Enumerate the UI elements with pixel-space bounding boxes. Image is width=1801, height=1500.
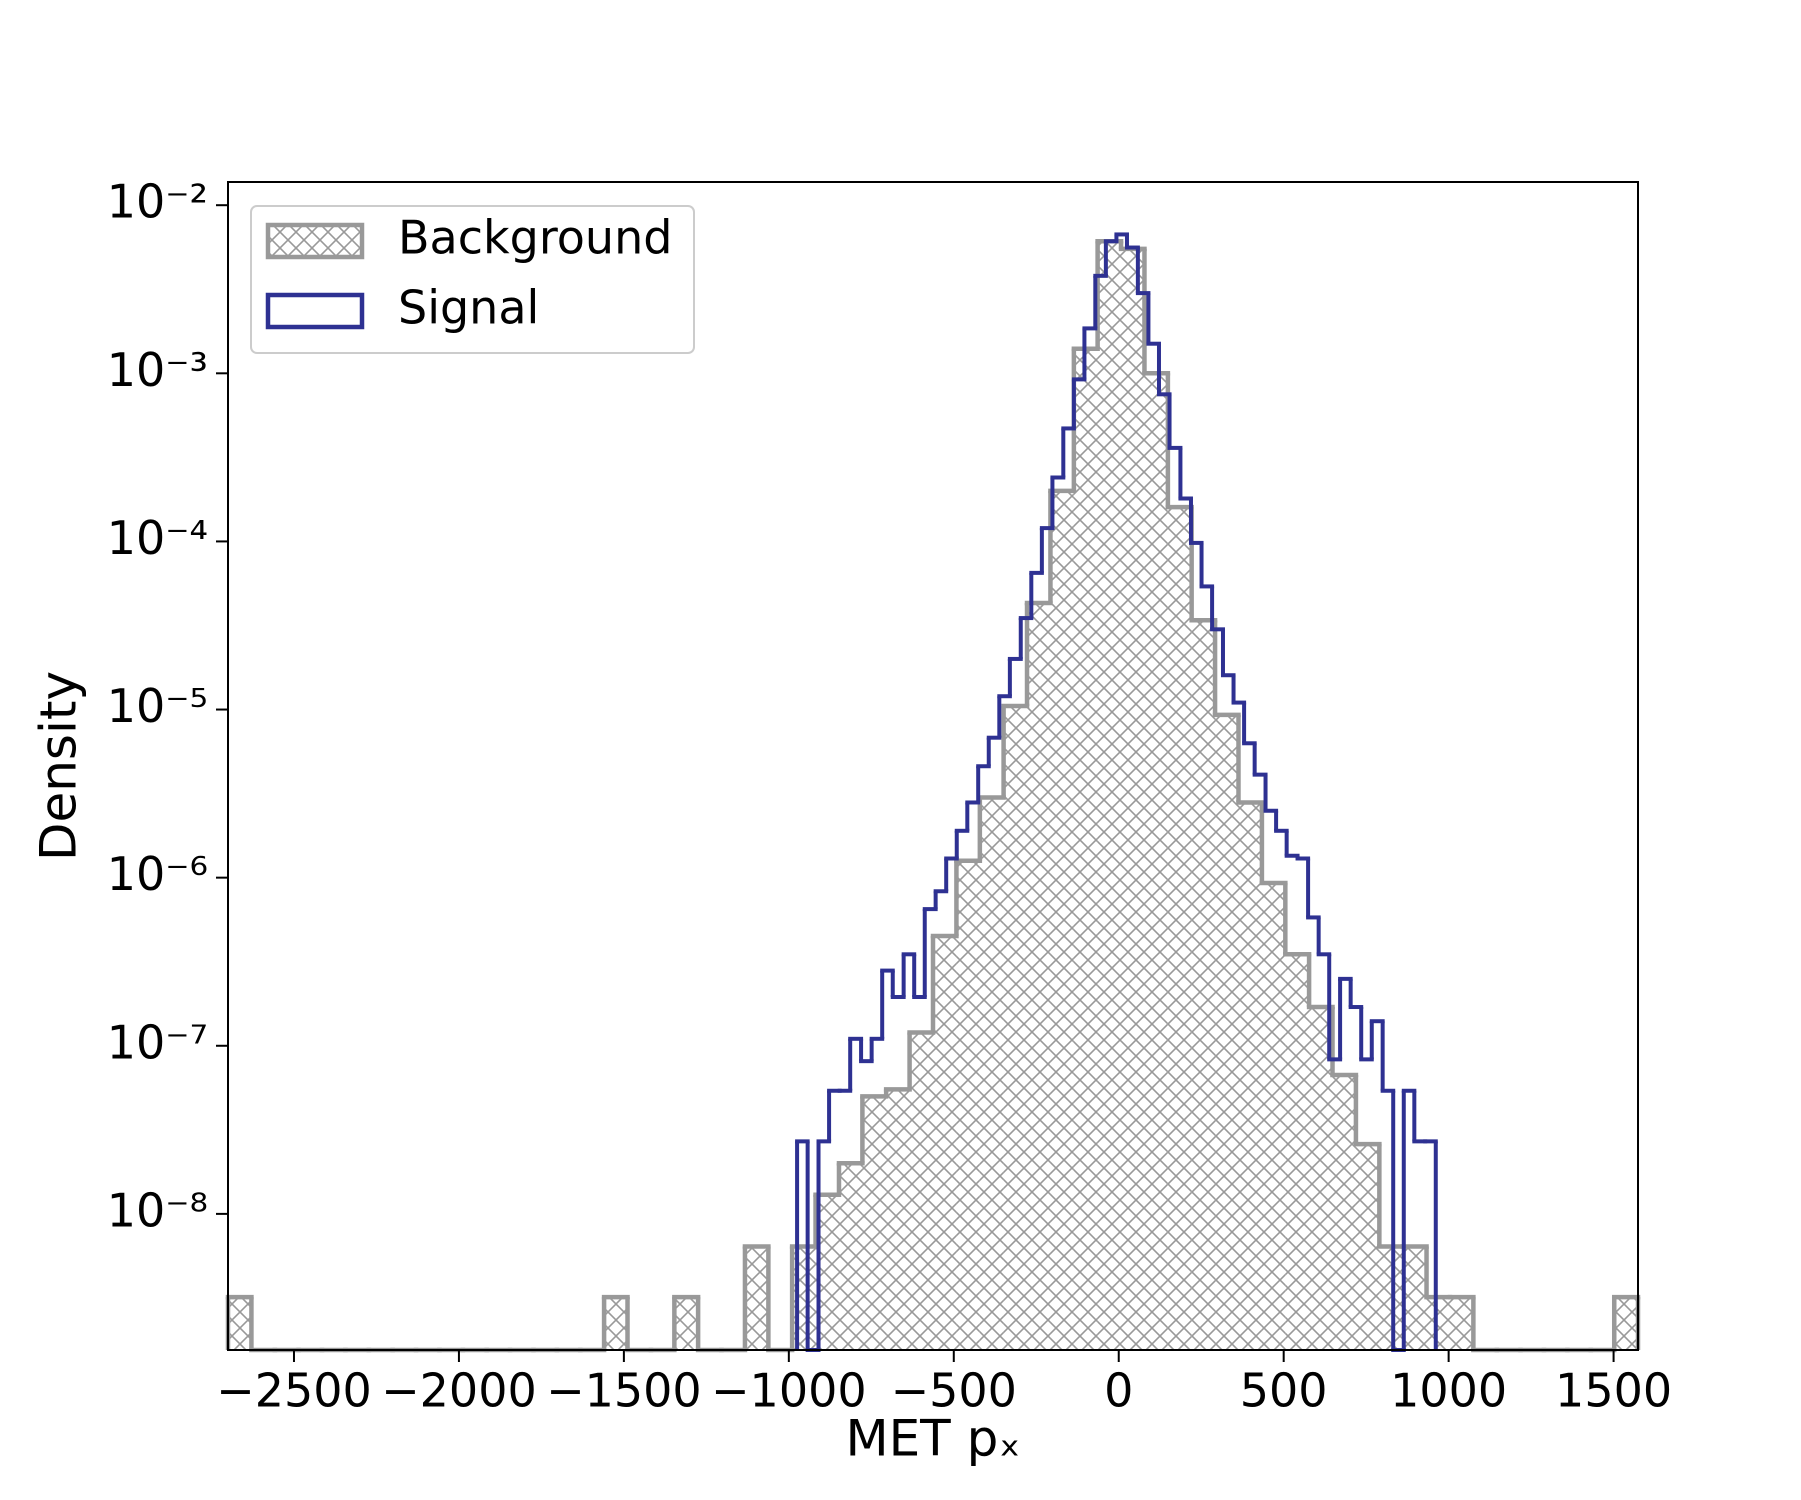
histogram-bar bbox=[1144, 373, 1168, 1350]
legend-label: Signal bbox=[398, 281, 539, 335]
histogram-bar bbox=[1003, 705, 1028, 1350]
histogram-bar bbox=[604, 1297, 628, 1350]
histogram-bar bbox=[1073, 348, 1098, 1350]
y-tick-label: 10⁻⁶ bbox=[107, 847, 208, 901]
histogram-bar bbox=[1167, 507, 1192, 1350]
x-tick-label: −1000 bbox=[711, 1364, 867, 1418]
x-tick-label: 1000 bbox=[1390, 1364, 1507, 1418]
y-tick-label: 10⁻⁷ bbox=[107, 1015, 208, 1069]
histogram-bar bbox=[1402, 1246, 1427, 1350]
histogram-bar bbox=[1215, 714, 1239, 1350]
legend: Background Signal bbox=[250, 205, 695, 354]
y-tick-label: 10⁻⁸ bbox=[107, 1183, 208, 1237]
histogram-bar bbox=[1449, 1297, 1474, 1350]
x-tick-label: −1500 bbox=[546, 1364, 702, 1418]
histogram-bar bbox=[1309, 1007, 1333, 1350]
histogram-bar bbox=[1191, 620, 1216, 1350]
histogram-bar bbox=[838, 1163, 863, 1350]
x-tick-label: 1500 bbox=[1555, 1364, 1672, 1418]
x-tick-label: −2000 bbox=[381, 1364, 537, 1418]
y-tick-label: 10⁻³ bbox=[107, 343, 208, 397]
histogram-bar bbox=[1285, 954, 1310, 1350]
histogram-bar bbox=[744, 1246, 769, 1350]
axes-frame bbox=[227, 181, 1639, 1351]
histogram-bar bbox=[956, 860, 980, 1350]
x-tick-label: 0 bbox=[1104, 1364, 1133, 1418]
legend-swatch bbox=[265, 292, 365, 330]
histogram-bar bbox=[1097, 241, 1122, 1351]
y-tick-label: 10⁻⁴ bbox=[107, 511, 208, 565]
y-axis-label: Density bbox=[30, 671, 88, 861]
y-tick-label: 10⁻⁵ bbox=[107, 679, 208, 733]
histogram-bar bbox=[1121, 248, 1145, 1350]
histogram-bar bbox=[1050, 490, 1074, 1350]
histogram-bar bbox=[909, 1032, 933, 1350]
legend-label: Background bbox=[398, 211, 672, 265]
histogram-bar bbox=[674, 1297, 699, 1350]
histogram-bar bbox=[1332, 1075, 1356, 1350]
histogram-bar bbox=[1027, 603, 1051, 1350]
histogram-bar bbox=[862, 1096, 887, 1350]
x-tick-label: 500 bbox=[1240, 1364, 1328, 1418]
histogram-bar bbox=[815, 1194, 839, 1350]
plot-area bbox=[225, 232, 1641, 1353]
x-tick-label: −500 bbox=[891, 1364, 1017, 1418]
histogram-bar bbox=[1355, 1144, 1380, 1350]
histogram-bar bbox=[886, 1089, 910, 1350]
histogram-bar bbox=[979, 797, 1004, 1350]
x-tick-label: −2500 bbox=[216, 1364, 372, 1418]
x-axis-label: MET pₓ bbox=[845, 1410, 1020, 1468]
histogram-bar bbox=[1379, 1246, 1403, 1350]
histogram-bar bbox=[228, 1297, 252, 1350]
histogram-bar bbox=[1261, 882, 1286, 1350]
y-tick-label: 10⁻² bbox=[107, 175, 208, 229]
histogram-bar bbox=[1614, 1297, 1638, 1350]
histogram-bar bbox=[933, 935, 957, 1350]
legend-swatch bbox=[265, 222, 365, 260]
histogram-bar bbox=[1426, 1297, 1450, 1350]
histogram-bar bbox=[1238, 802, 1262, 1350]
